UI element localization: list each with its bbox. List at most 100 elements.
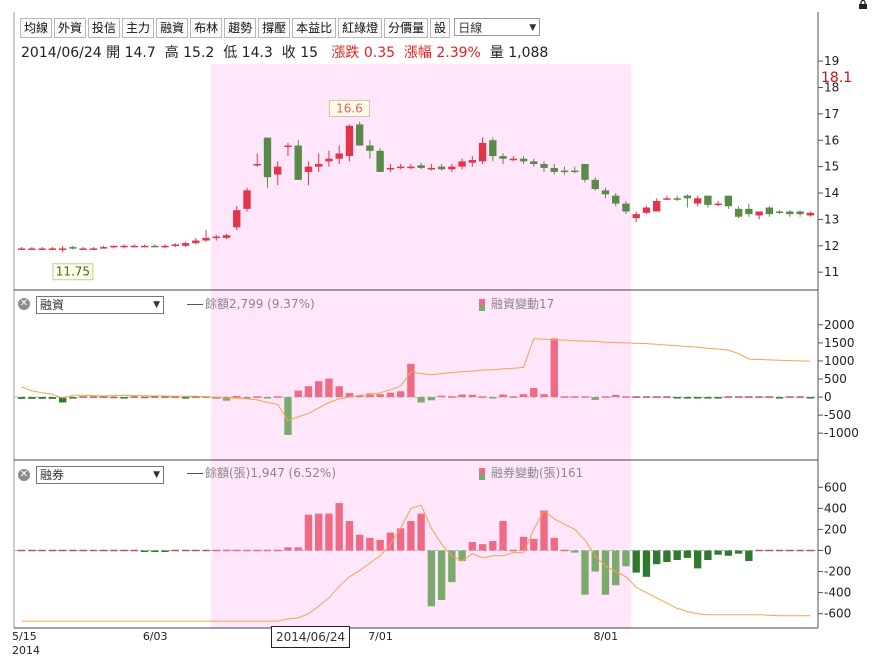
margin-change-bar [304,386,313,398]
short-pane-select[interactable]: 融券 ▼ [36,466,164,484]
candle-body [202,237,210,241]
margin-change-bar [325,378,333,398]
chevron-down-icon: ▼ [153,470,160,480]
candle-body [69,247,77,249]
candle-body [120,245,128,248]
short-change-bar [642,550,651,577]
close-icon[interactable]: ✕ [18,469,30,481]
short-change-bar [509,549,517,552]
short-change-bar [755,549,763,552]
lock-icon [859,0,867,9]
info-low: 14.3 [241,45,273,61]
margin-change-bar [745,396,753,398]
short-change-bar [796,549,804,552]
short-change-bar [212,549,220,552]
x-tick-label: 8/01 [593,630,618,643]
candle-body [601,190,610,195]
ohlc-info: 2014/06/24 開 14.7 高 15.2 低 14.3 收 15 漲跌 … [21,42,548,62]
tb-margin-button[interactable]: 融資 [156,18,189,38]
tb-settings-button[interactable]: 設 [430,18,451,38]
candle-body [509,158,517,161]
margin-change-bar [284,397,292,435]
candle-body [417,165,425,168]
x-tick-label: 7/01 [368,630,393,643]
candle-body [468,160,477,163]
margin-change-bar [581,396,589,398]
candle-body [642,207,651,213]
margin-change-bar [161,396,169,398]
info-high-label: 高 [164,45,179,61]
candle-body [294,145,302,180]
margin-legend-change: 融資變動17 [479,295,554,312]
margin-balance-line [21,338,811,422]
margin-change-bar [38,397,46,399]
y-tick-label: -500 [824,408,851,422]
period-select[interactable]: 日線 ▼ [454,18,541,36]
margin-change-bar [653,396,661,398]
short-change-bar [253,549,261,552]
short-change-bar [110,549,118,552]
candle-body [571,170,579,173]
chevron-down-icon: ▼ [153,300,160,310]
margin-change-bar [69,397,77,399]
margin-change-bar [663,396,671,398]
short-change-bar [315,513,323,551]
tb-foreign-button[interactable]: 外資 [54,18,87,38]
margin-pane-select[interactable]: 融資 ▼ [36,296,164,314]
candle-body [140,245,149,248]
short-change-bar [458,550,466,562]
margin-change-bar [120,397,128,399]
short-change-bar [161,550,169,552]
tb-ma-button[interactable]: 均線 [20,18,53,38]
y-tick-label: 1000 [824,354,855,368]
short-change-bar [69,549,77,552]
short-change-bar [530,538,538,551]
short-balance-label: 餘額(張)1,947 (6.52%) [205,466,337,480]
candle-body [663,198,671,200]
margin-change-bar [79,396,87,398]
short-change-bar [386,532,395,551]
period-select-value: 日線 [458,21,483,35]
y-tick-label: 0 [824,390,832,404]
candle-body [622,203,630,212]
short-change-bar [396,528,405,551]
y-tick-label: 500 [824,372,847,386]
short-change-bar [233,549,241,552]
short-change-bar [693,550,702,569]
tb-signal-button[interactable]: 紅綠燈 [338,18,383,38]
margin-change-label: 融資變動17 [491,297,555,311]
tb-trust-button[interactable]: 投信 [88,18,121,38]
short-change-bar [775,549,784,552]
margin-change-bar [212,397,220,399]
tb-trend-button[interactable]: 趨勢 [224,18,257,38]
candle-body [17,248,26,250]
margin-change-bar [519,394,528,398]
y-tick-label: 18 [824,80,839,94]
short-change-bar [181,549,190,552]
y-tick-label: 600 [824,480,847,494]
bar-swatch [479,298,485,311]
y-tick-label: -600 [824,607,851,621]
margin-change-bar [755,396,763,398]
tb-pe-button[interactable]: 本益比 [292,18,337,38]
margin-change-bar [704,397,712,399]
y-tick-label: 12 [824,239,839,253]
close-icon[interactable]: ✕ [18,298,30,310]
margin-change-bar [468,394,477,398]
margin-change-bar [560,396,569,398]
y-tick-label: 15 [824,160,839,174]
candle-body [458,161,466,167]
candle-body [673,198,681,200]
tb-bollinger-button[interactable]: 布林 [190,18,223,38]
y-tick-label: 400 [824,501,847,515]
candle-body [304,166,313,172]
tb-support-button[interactable]: 撐壓 [258,18,291,38]
margin-change-bar [806,397,815,399]
margin-change-bar [591,397,599,400]
tb-volume-price-button[interactable]: 分價量 [384,18,429,38]
tb-main-force-button[interactable]: 主力 [122,18,155,38]
margin-balance-label: 餘額2,799 (9.37%) [205,297,315,311]
candle-body [581,164,589,180]
candle-body [263,137,272,178]
candle-body [48,248,57,250]
